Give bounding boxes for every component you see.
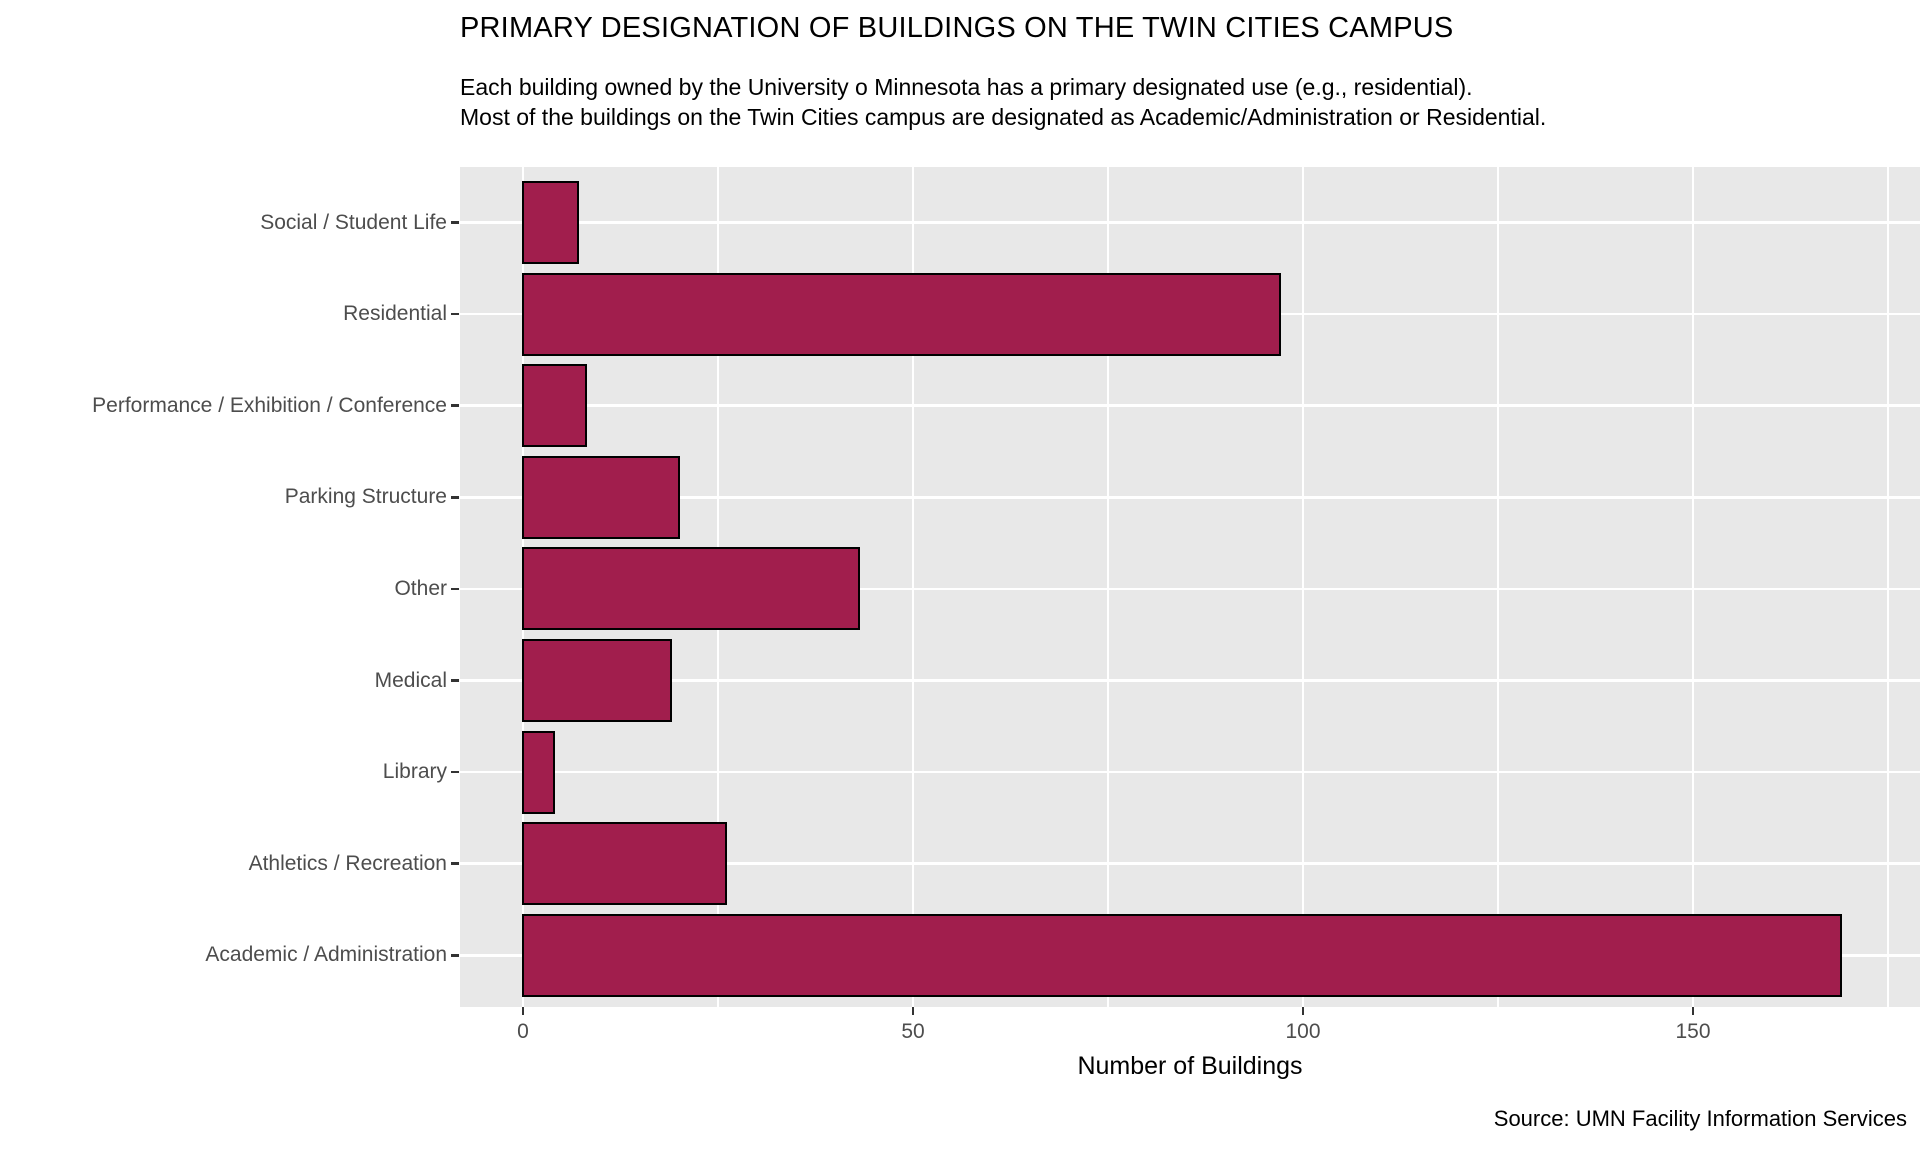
y-axis-tick-residential — [451, 312, 459, 316]
gridline-row-performance-exhibition-conference — [460, 404, 1920, 407]
y-axis-label-residential: Residential — [343, 302, 447, 326]
y-axis-tick-other — [451, 587, 459, 591]
bar-other — [521, 547, 860, 631]
y-axis-label-other: Other — [394, 576, 447, 600]
gridline-row-parking-structure — [460, 496, 1920, 499]
x-axis-tick-label-150: 150 — [1675, 1020, 1711, 1043]
bar-medical — [521, 639, 673, 722]
x-axis-tick-0 — [521, 1007, 525, 1015]
x-axis-tick-label-0: 0 — [517, 1020, 529, 1043]
y-axis-label-performance-exhibition-conference: Performance / Exhibition / Conference — [92, 393, 447, 417]
x-axis-tick-label-100: 100 — [1285, 1020, 1321, 1043]
bar-athletics-recreation — [521, 822, 728, 906]
plot-panel — [460, 167, 1920, 1007]
gridline-minor-x-125 — [1497, 167, 1499, 1007]
gridline-row-library — [460, 770, 1920, 774]
chart-title: PRIMARY DESIGNATION OF BUILDINGS ON THE … — [460, 12, 1454, 44]
y-axis-tick-performance-exhibition-conference — [451, 404, 459, 407]
y-axis-label-athletics-recreation: Athletics / Recreation — [248, 851, 447, 875]
y-axis-tick-medical — [451, 679, 459, 682]
y-axis-tick-social-student-life — [451, 221, 459, 224]
gridline-minor-x-75 — [1107, 167, 1109, 1007]
gridline-row-other — [460, 587, 1920, 591]
y-axis-tick-athletics-recreation — [451, 862, 459, 865]
y-axis-label-parking-structure: Parking Structure — [284, 485, 447, 509]
bar-performance-exhibition-conference — [521, 364, 587, 448]
y-axis-label-medical: Medical — [374, 668, 447, 692]
x-axis-tick-label-50: 50 — [901, 1020, 925, 1043]
y-axis-label-social-student-life: Social / Student Life — [260, 210, 447, 234]
y-axis-tick-parking-structure — [451, 496, 459, 499]
y-axis-label-library: Library — [382, 760, 447, 784]
gridline-major-x-50 — [911, 167, 915, 1007]
x-axis-title: Number of Buildings — [1077, 1052, 1303, 1080]
bar-social-student-life — [521, 181, 579, 264]
x-axis-tick-100 — [1301, 1007, 1305, 1015]
y-axis-tick-academic-administration — [451, 954, 459, 957]
gridline-row-social-student-life — [460, 221, 1920, 224]
bar-parking-structure — [521, 455, 681, 539]
x-axis-tick-50 — [911, 1007, 915, 1015]
x-axis-tick-150 — [1691, 1007, 1695, 1015]
bar-academic-administration — [521, 913, 1843, 997]
chart-caption: Source: UMN Facility Information Service… — [1493, 1106, 1907, 1131]
chart-subtitle-line-1: Each building owned by the University o … — [460, 74, 1473, 100]
chart-subtitle: Each building owned by the University o … — [460, 72, 1546, 132]
gridline-row-athletics-recreation — [460, 862, 1920, 865]
gridline-major-x-100 — [1301, 167, 1305, 1007]
y-axis-tick-library — [451, 770, 459, 774]
gridline-minor-x-175 — [1887, 167, 1889, 1007]
gridline-row-medical — [460, 679, 1920, 682]
gridline-major-x-150 — [1691, 167, 1695, 1007]
y-axis-label-academic-administration: Academic / Administration — [205, 943, 447, 967]
chart-subtitle-line-2: Most of the buildings on the Twin Cities… — [460, 104, 1547, 130]
bar-residential — [521, 272, 1281, 356]
bar-library — [521, 730, 556, 814]
